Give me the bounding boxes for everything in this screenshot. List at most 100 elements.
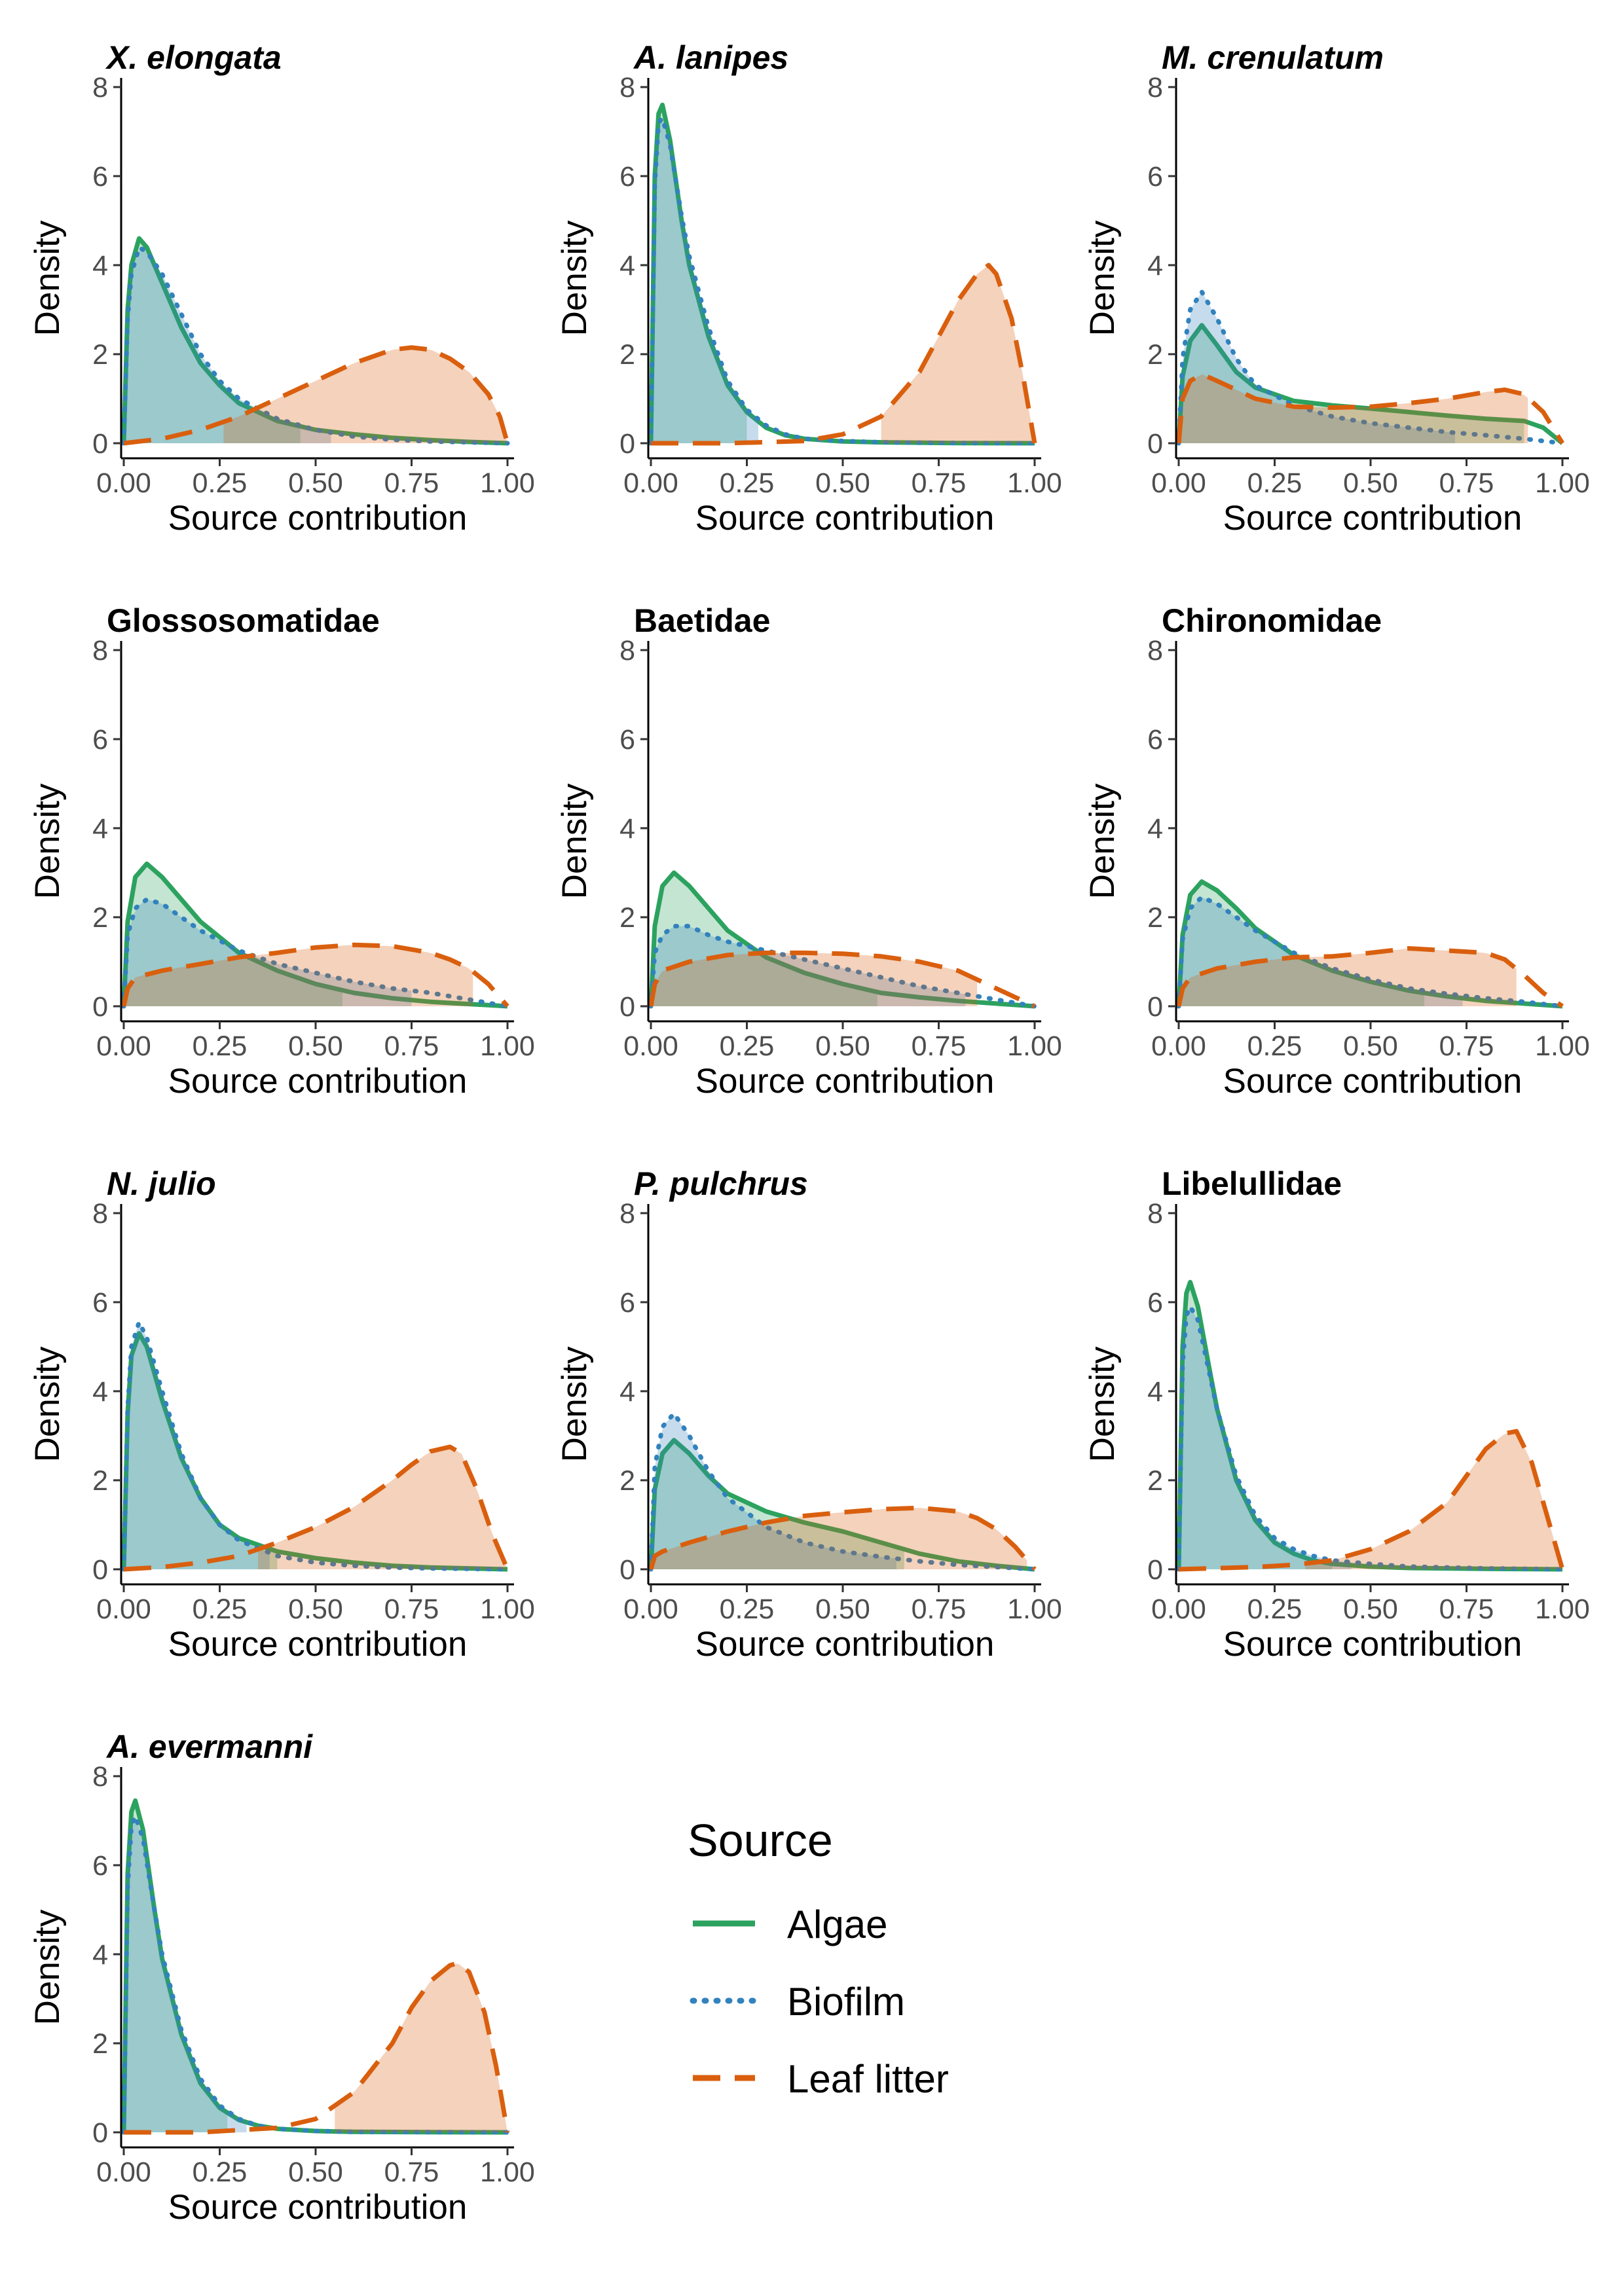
y-axis-label: Density bbox=[28, 1909, 67, 2025]
y-tick-label: 8 bbox=[1147, 1198, 1163, 1230]
density-line-biofilm bbox=[648, 1411, 1037, 1572]
legend-entry-biofilm: Biofilm bbox=[690, 1980, 905, 2024]
panel-title: P. pulchrus bbox=[634, 1165, 808, 1202]
y-tick-label: 8 bbox=[92, 72, 108, 103]
x-axis-label: Source contribution bbox=[1223, 1625, 1522, 1664]
interval-biofilm bbox=[124, 1324, 270, 1569]
panel-title: N. julio bbox=[107, 1165, 216, 1202]
x-tick-label: 0.25 bbox=[193, 2157, 248, 2188]
interval-algae bbox=[124, 1333, 278, 1569]
density-line-biofilm bbox=[121, 245, 510, 446]
interval-leaf-litter bbox=[651, 1508, 1027, 1569]
interval-biofilm bbox=[124, 1818, 247, 2132]
x-tick-label: 0.75 bbox=[384, 1594, 439, 1625]
density-line-biofilm bbox=[648, 116, 1037, 446]
interval-leaf-litter bbox=[335, 1963, 507, 2132]
y-tick-label: 0 bbox=[619, 991, 635, 1023]
y-tick-label: 2 bbox=[619, 902, 635, 934]
density-line-algae bbox=[648, 870, 1035, 1009]
interval-leaf-litter bbox=[1305, 1431, 1562, 1569]
density-line-leaf-litter bbox=[1176, 372, 1564, 445]
interval-algae bbox=[651, 105, 747, 444]
x-tick-label: 0.00 bbox=[1151, 1030, 1206, 1062]
x-tick-label: 1.00 bbox=[1007, 467, 1062, 499]
panel-title: A. lanipes bbox=[633, 39, 788, 76]
y-tick-label: 6 bbox=[619, 1287, 635, 1319]
panel-title: A. evermanni bbox=[105, 1728, 313, 1765]
y-tick-label: 4 bbox=[92, 813, 108, 845]
panel-title: X. elongata bbox=[105, 39, 282, 76]
y-tick-label: 8 bbox=[619, 635, 635, 666]
y-tick-label: 8 bbox=[1147, 635, 1163, 666]
interval-biofilm bbox=[651, 119, 759, 443]
y-tick-label: 2 bbox=[1147, 339, 1163, 371]
x-tick-label: 0.75 bbox=[1439, 1030, 1494, 1062]
y-tick-label: 2 bbox=[92, 339, 108, 371]
y-tick-label: 4 bbox=[619, 1376, 635, 1408]
panel-n-julio: N. julio 0 2 4 6 8 0.00 0.25 0.50 0.75 1.00 Source … bbox=[28, 1165, 535, 1664]
x-tick-label: 0.25 bbox=[1247, 467, 1302, 499]
density-line-leaf-litter bbox=[651, 263, 1037, 446]
interval-biofilm bbox=[1179, 291, 1455, 443]
y-tick-label: 8 bbox=[92, 1761, 108, 1793]
x-tick-label: 0.50 bbox=[815, 1594, 870, 1625]
y-tick-label: 6 bbox=[1147, 724, 1163, 756]
panel-title: Chironomidae bbox=[1162, 602, 1382, 639]
x-tick-label: 0.75 bbox=[912, 467, 967, 499]
x-tick-label: 1.00 bbox=[1535, 1594, 1590, 1625]
x-tick-label: 1.00 bbox=[1007, 1594, 1062, 1625]
x-tick-label: 0.00 bbox=[623, 1030, 678, 1062]
panel-a-evermanni: A. evermanni 0 2 4 6 8 0.00 0.25 0.50 0.75 1.00 Sou… bbox=[28, 1728, 535, 2227]
y-tick-label: 6 bbox=[92, 724, 108, 756]
density-line-biofilm bbox=[648, 924, 1037, 1009]
x-tick-label: 0.00 bbox=[623, 467, 678, 499]
y-tick-label: 6 bbox=[92, 161, 108, 192]
y-tick-label: 4 bbox=[1147, 1376, 1163, 1408]
panel-x-elongata: X. elongata 0 2 4 6 8 0.00 0.25 0.50 0.75 1.00 Sour… bbox=[28, 39, 535, 538]
panel-title: Glossosomatidae bbox=[107, 602, 380, 639]
x-tick-label: 0.50 bbox=[288, 1594, 343, 1625]
y-tick-label: 8 bbox=[619, 1198, 635, 1230]
x-tick-label: 0.75 bbox=[384, 467, 439, 499]
x-tick-label: 0.25 bbox=[1247, 1030, 1302, 1062]
x-tick-label: 0.00 bbox=[623, 1594, 678, 1625]
x-tick-label: 0.00 bbox=[1151, 467, 1206, 499]
facet-panels: X. elongata 0 2 4 6 8 0.00 0.25 0.50 0.75 1.00 Sour… bbox=[28, 39, 1590, 2227]
y-axis-label: Density bbox=[28, 220, 67, 336]
density-line-biofilm bbox=[121, 1320, 510, 1572]
panel-p-pulchrus: P. pulchrus 0 2 4 6 8 0.00 0.25 0.50 0.75 1.00 Sour… bbox=[555, 1165, 1062, 1664]
legend: Source Algae Biofilm Leaf litter bbox=[688, 1815, 949, 2101]
interval-biofilm bbox=[651, 926, 966, 1006]
x-axis-label: Source contribution bbox=[1223, 1062, 1522, 1101]
density-line-leaf-litter bbox=[648, 950, 1036, 1009]
legend-entry-algae: Algae bbox=[693, 1903, 887, 1946]
y-tick-label: 6 bbox=[619, 724, 635, 756]
panel-glossosomatidae: Glossosomatidae 0 2 4 6 8 0.00 0.25 0.50 0.75 1.00… bbox=[28, 602, 535, 1101]
x-tick-label: 0.75 bbox=[1439, 1594, 1494, 1625]
interval-algae bbox=[1179, 325, 1524, 443]
panel-a-lanipes: A. lanipes 0 2 4 6 8 0.00 0.25 0.50 0.75 1.00 Sourc… bbox=[555, 39, 1062, 538]
density-line-algae bbox=[648, 1438, 1035, 1572]
density-line-algae bbox=[648, 102, 1035, 446]
y-tick-label: 4 bbox=[92, 1376, 108, 1408]
x-tick-label: 0.50 bbox=[815, 1030, 870, 1062]
x-tick-label: 0.50 bbox=[1343, 1594, 1398, 1625]
x-tick-label: 1.00 bbox=[480, 2157, 535, 2188]
x-tick-label: 0.50 bbox=[815, 467, 870, 499]
interval-biofilm bbox=[124, 248, 331, 443]
density-line-algae bbox=[121, 236, 508, 446]
interval-leaf-litter bbox=[258, 1447, 507, 1569]
panel-libelullidae: Libelullidae 0 2 4 6 8 0.00 0.25 0.50 0.75 1.00 Sou… bbox=[1083, 1165, 1590, 1664]
y-tick-label: 6 bbox=[1147, 1287, 1163, 1319]
y-tick-label: 4 bbox=[1147, 250, 1163, 282]
legend-title: Source bbox=[688, 1815, 833, 1866]
interval-leaf-litter bbox=[881, 265, 1035, 443]
x-tick-label: 0.75 bbox=[912, 1594, 967, 1625]
density-line-algae bbox=[1176, 323, 1564, 445]
density-line-leaf-litter bbox=[123, 345, 510, 446]
x-tick-label: 0.00 bbox=[96, 1594, 151, 1625]
x-axis-label: Source contribution bbox=[168, 2188, 468, 2227]
y-tick-label: 4 bbox=[1147, 813, 1163, 845]
y-tick-label: 0 bbox=[92, 991, 108, 1023]
